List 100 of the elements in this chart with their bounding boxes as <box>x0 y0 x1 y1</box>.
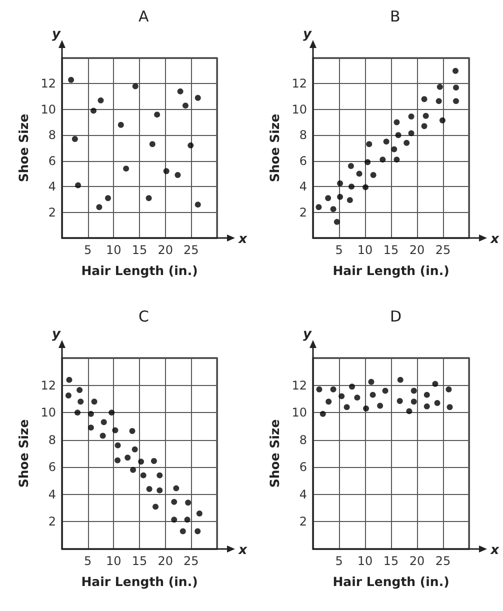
point <box>362 184 369 190</box>
x-tick-label: 25 <box>435 554 451 568</box>
point <box>316 386 322 392</box>
y-tick-label: 10 <box>40 406 56 420</box>
point <box>325 195 332 202</box>
x-tick-label: 5 <box>84 243 92 257</box>
point <box>74 410 80 416</box>
y-tick-label: 4 <box>48 180 56 194</box>
point <box>194 202 201 208</box>
point <box>129 428 136 434</box>
point <box>118 122 124 128</box>
point <box>330 386 336 392</box>
text: y <box>52 327 61 342</box>
point <box>377 402 384 409</box>
point <box>326 398 332 405</box>
point <box>154 112 160 118</box>
y-axis-title: Shoe Size <box>266 114 282 182</box>
x-tick-label: 15 <box>383 243 399 257</box>
y-tick-label: 2 <box>48 514 56 529</box>
point <box>156 472 163 478</box>
y-tick-label: 12 <box>292 378 307 392</box>
y-tick-label: 10 <box>40 102 56 116</box>
point <box>177 88 184 94</box>
point <box>368 378 374 385</box>
point <box>354 394 360 401</box>
point <box>108 410 115 416</box>
y-tick-label: 6 <box>48 154 56 168</box>
point <box>188 142 194 148</box>
point <box>432 380 438 387</box>
point <box>453 98 459 104</box>
x-axis-title: Hair Length (in.) <box>81 263 198 278</box>
point <box>337 194 344 200</box>
point <box>382 388 388 394</box>
point <box>421 123 428 130</box>
point <box>150 458 157 464</box>
point <box>123 166 130 172</box>
point <box>171 516 178 523</box>
y-tick-label: 8 <box>48 432 56 447</box>
x-tick-label: 10 <box>106 554 122 568</box>
point <box>320 410 326 417</box>
point <box>68 76 74 83</box>
point <box>149 141 156 148</box>
point <box>391 146 398 152</box>
point <box>146 195 152 202</box>
point <box>348 163 354 169</box>
point <box>383 138 390 145</box>
point <box>380 156 386 163</box>
y-tick-label: 4 <box>299 180 307 194</box>
point <box>138 458 144 465</box>
point <box>394 119 400 126</box>
point <box>370 392 376 398</box>
y-axis-title: Shoe Size <box>266 419 282 488</box>
point <box>174 172 181 178</box>
point <box>422 112 429 119</box>
point <box>75 182 82 188</box>
x-tick-label: 10 <box>357 554 373 568</box>
point <box>104 195 111 202</box>
x-tick-label: 15 <box>132 554 148 568</box>
point <box>156 487 163 494</box>
point <box>185 500 192 506</box>
point <box>100 432 106 439</box>
point <box>446 386 452 392</box>
x-tick-label: 10 <box>357 243 373 257</box>
x-tick-label: 5 <box>84 554 92 568</box>
point <box>124 454 131 461</box>
point <box>408 130 414 136</box>
point <box>196 510 202 517</box>
x-tick-label: 15 <box>383 554 399 568</box>
point <box>132 446 138 452</box>
x-tick-label: 10 <box>106 243 122 257</box>
point <box>337 180 344 186</box>
point <box>344 404 350 410</box>
point <box>114 457 121 464</box>
point <box>316 204 322 210</box>
text: x <box>238 543 248 558</box>
point <box>363 405 370 412</box>
y-tick-label: 4 <box>48 487 56 502</box>
point <box>65 392 72 399</box>
point <box>140 472 146 478</box>
y-tick-label: 6 <box>48 460 56 474</box>
point <box>424 392 430 398</box>
y-tick-label: 8 <box>48 128 56 142</box>
y-tick-label: 12 <box>40 76 56 91</box>
y-tick-label: 4 <box>299 487 307 502</box>
point <box>439 117 446 124</box>
chart-title: D <box>390 308 402 326</box>
point <box>130 466 136 473</box>
x-tick-label: 20 <box>158 554 173 568</box>
x-tick-label: 20 <box>409 554 425 568</box>
point <box>180 528 186 534</box>
chart-title: A <box>138 8 150 26</box>
text: x <box>490 543 500 558</box>
x-tick-label: 25 <box>184 554 199 568</box>
x-tick-label: 20 <box>409 243 425 257</box>
point <box>436 84 443 90</box>
y-tick-label: 2 <box>299 205 307 220</box>
point <box>421 96 428 102</box>
y-tick-label: 6 <box>299 154 307 168</box>
point <box>66 376 72 383</box>
point <box>330 206 336 212</box>
